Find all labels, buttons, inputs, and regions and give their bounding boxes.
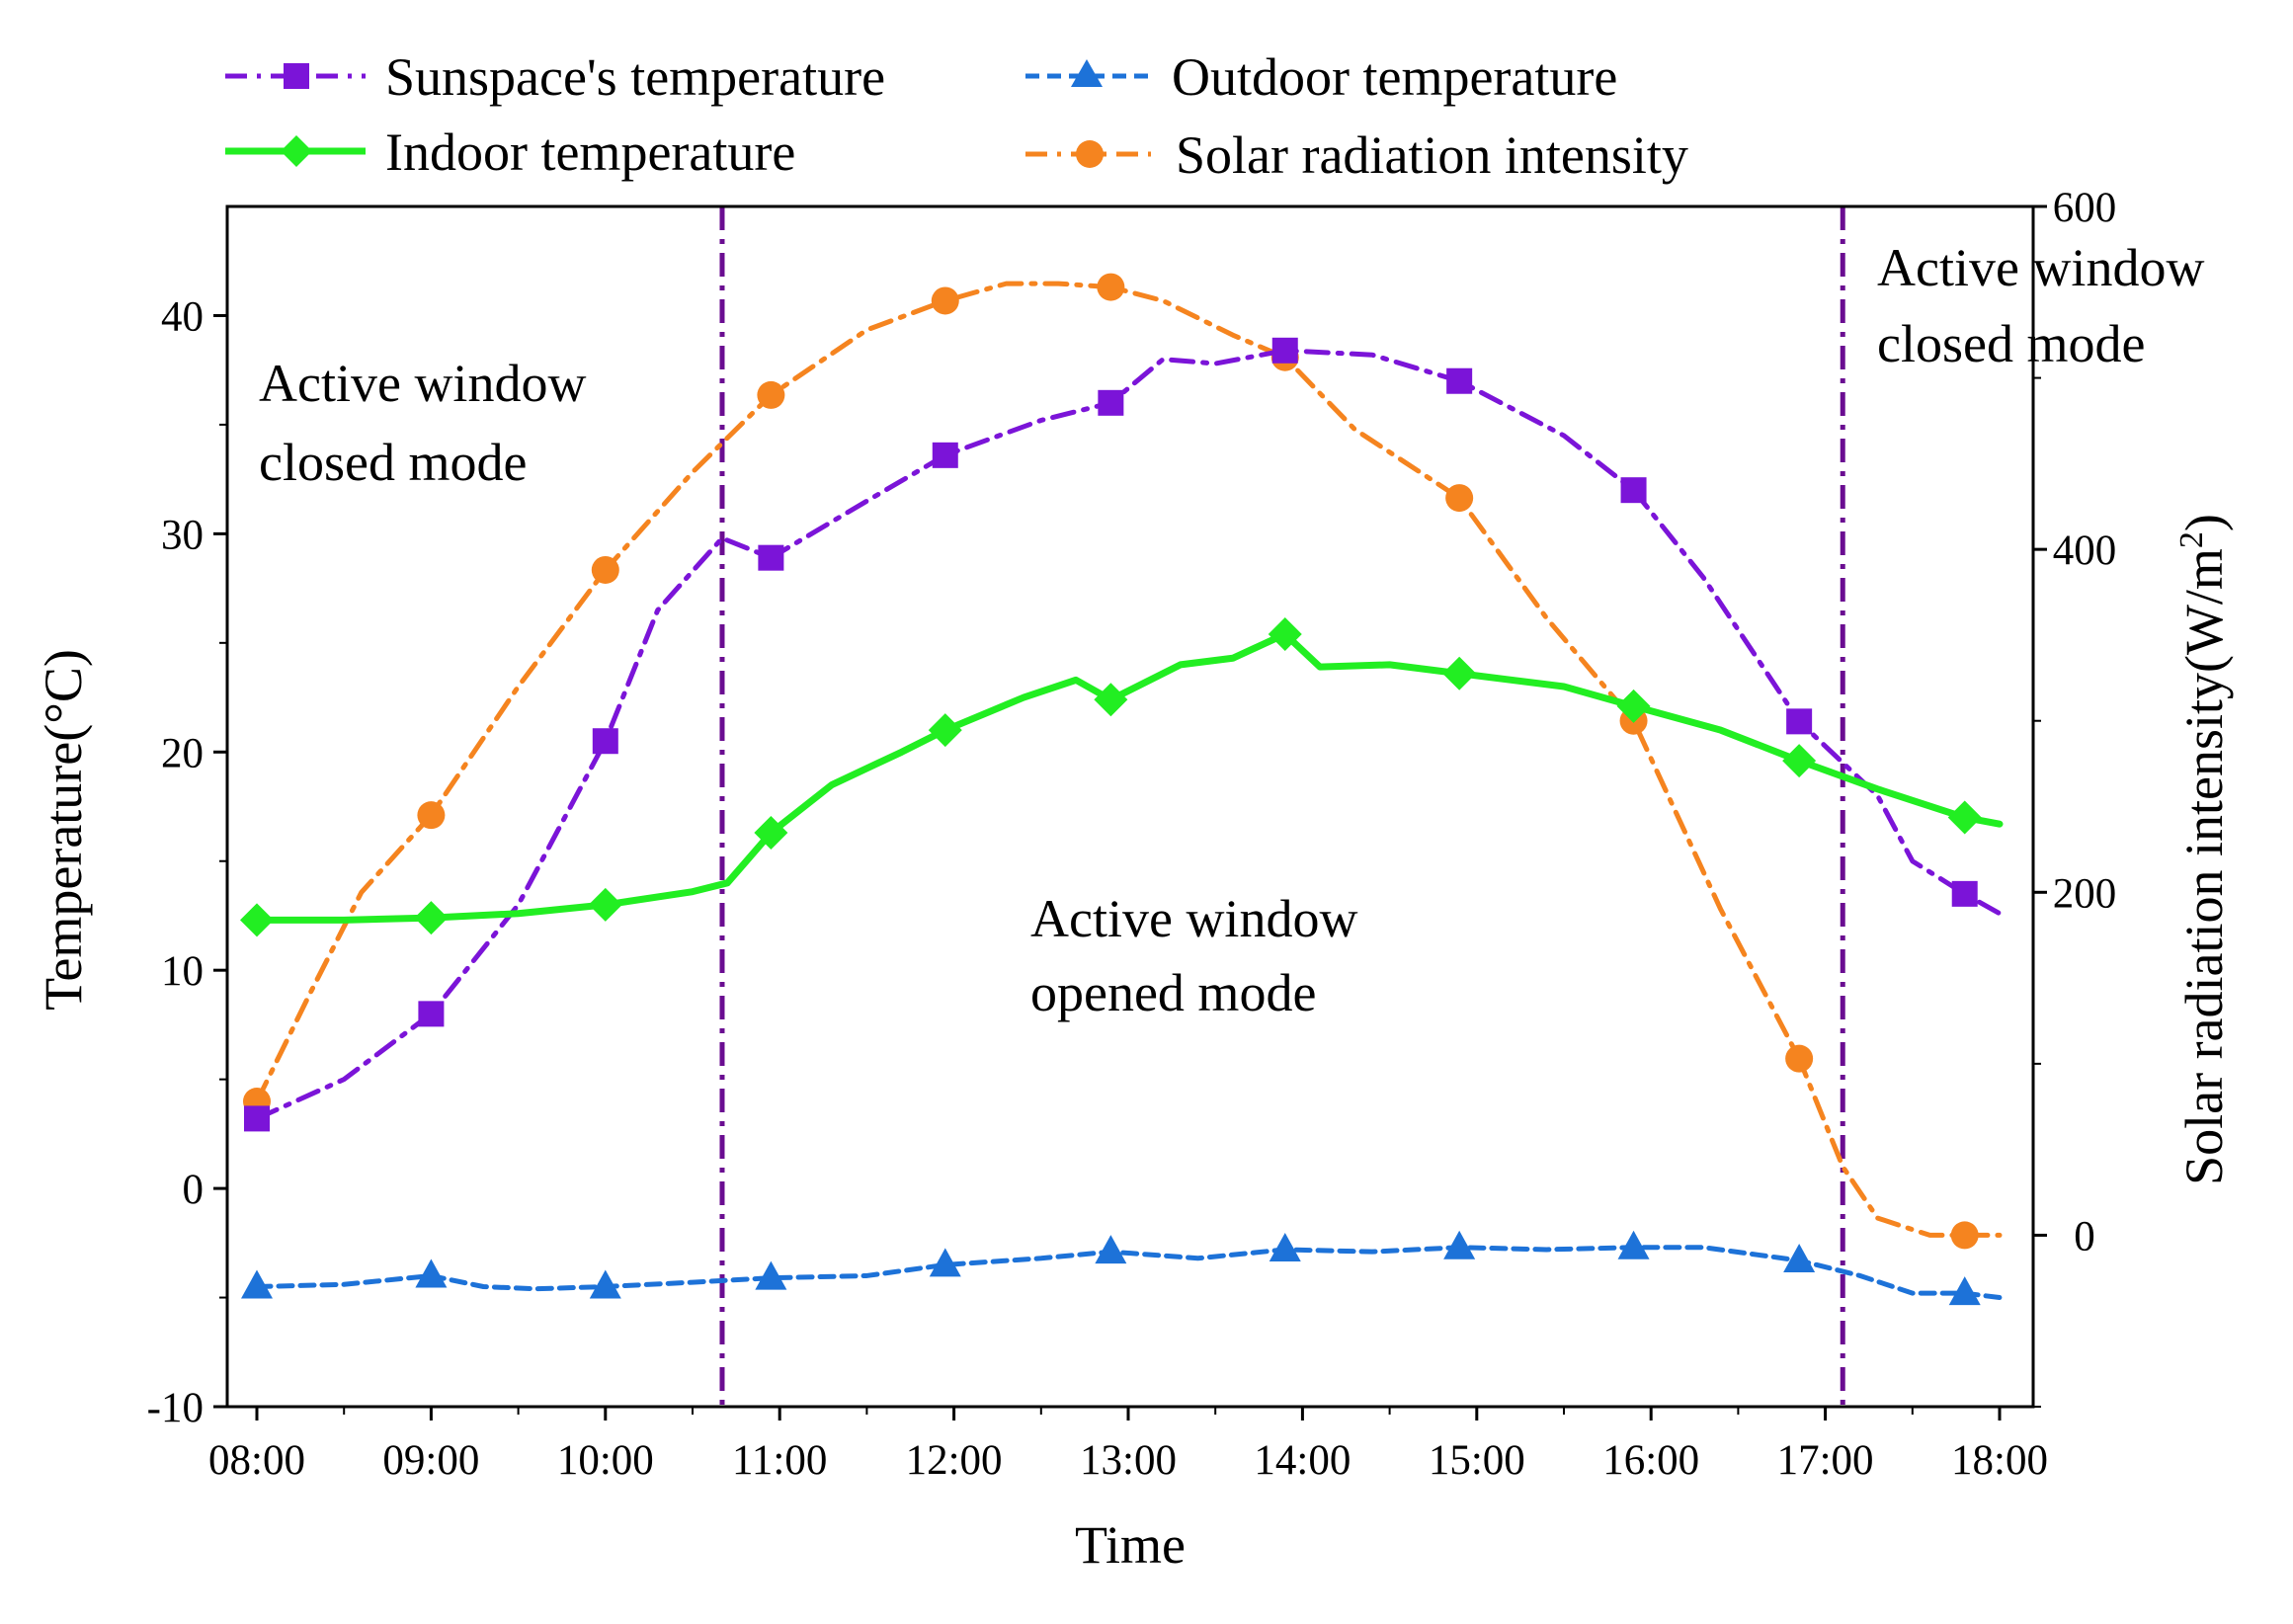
- y2-axis-title: Solar radiation intensity(W/m2): [2173, 514, 2234, 1185]
- legend-entry-indoor: Indoor temperature: [225, 122, 795, 182]
- data-point-sunspace-s-temperature: [1786, 708, 1813, 735]
- data-point-indoor-temperature: [588, 887, 622, 922]
- data-point-indoor-temperature: [754, 816, 788, 851]
- data-point-sunspace-s-temperature: [932, 442, 958, 468]
- annotation-closed-left-line1: Active window: [259, 354, 586, 413]
- data-point-indoor-temperature: [1442, 656, 1477, 690]
- y-tick-label: 30: [161, 512, 204, 558]
- data-point-solar-radiation-intensity: [417, 801, 446, 830]
- data-point-solar-radiation-intensity: [591, 555, 619, 584]
- legend-label-sunspace: Sunspace's temperature: [385, 47, 885, 107]
- x-tick-label: 08:00: [208, 1437, 305, 1484]
- y2-axis-title-main: Solar radiation intensity(W/m: [2174, 548, 2234, 1185]
- y-tick-label: 40: [161, 293, 204, 340]
- y2-axis-title-sup: 2: [2173, 531, 2210, 548]
- series-layer: [240, 273, 2004, 1306]
- legend-swatch-outdoor-marker: [1071, 59, 1103, 87]
- data-point-outdoor-temperature: [755, 1260, 787, 1290]
- mode-lines: [719, 206, 1845, 1407]
- data-point-solar-radiation-intensity: [1785, 1044, 1814, 1073]
- plot-frame: [225, 204, 2035, 1409]
- data-point-outdoor-temperature: [1269, 1232, 1301, 1261]
- legend-entry-sunspace: Sunspace's temperature: [225, 47, 885, 107]
- x-tick-label: 12:00: [906, 1437, 1003, 1484]
- data-point-indoor-temperature: [1094, 683, 1128, 717]
- legend-entry-solar: Solar radiation intensity: [1025, 125, 1688, 185]
- x-tick-label: 14:00: [1254, 1437, 1351, 1484]
- x-axis-title: Time: [1075, 1515, 1186, 1575]
- annotation-closed-left-line2: closed mode: [259, 433, 527, 492]
- x-tick-label: 18:00: [1951, 1437, 2048, 1484]
- legend-label-indoor: Indoor temperature: [385, 122, 795, 182]
- annotation-opened-line1: Active window: [1030, 889, 1357, 948]
- data-point-solar-radiation-intensity: [931, 286, 959, 315]
- x-tick-label: 13:00: [1080, 1437, 1177, 1484]
- data-point-solar-radiation-intensity: [1097, 273, 1125, 301]
- data-point-indoor-temperature: [1616, 689, 1651, 723]
- y2-tick-label: 400: [2053, 528, 2117, 574]
- data-point-sunspace-s-temperature: [1271, 337, 1298, 364]
- legend-swatch-solar-marker: [1076, 140, 1104, 168]
- x-tick-label: 15:00: [1429, 1437, 1525, 1484]
- data-point-sunspace-s-temperature: [244, 1105, 270, 1132]
- data-point-outdoor-temperature: [1443, 1230, 1476, 1259]
- annotation-closed-right-line1: Active window: [1877, 238, 2204, 297]
- data-point-indoor-temperature: [928, 713, 962, 748]
- plot-border: [225, 204, 2035, 1409]
- y-axis-title: Temperature(°C): [34, 649, 93, 1011]
- y2-tick-label: 600: [2053, 185, 2117, 231]
- data-point-sunspace-s-temperature: [1951, 880, 1978, 907]
- x-tick-label: 17:00: [1777, 1437, 1874, 1484]
- legend-label-solar: Solar radiation intensity: [1176, 125, 1688, 185]
- y2-tick-label: 0: [2074, 1213, 2095, 1259]
- annotation-closed-right-line2: closed mode: [1877, 314, 2145, 373]
- axis-ticks: 08:00 09:00 10:00 11:00 12:00 13:00 14:00 15:00…: [147, 185, 2117, 1484]
- x-tick-label: 09:00: [382, 1437, 479, 1484]
- data-point-outdoor-temperature: [589, 1269, 621, 1299]
- y-tick-label: -10: [147, 1385, 204, 1431]
- x-tick-label: 16:00: [1602, 1437, 1699, 1484]
- data-point-outdoor-temperature: [1783, 1243, 1816, 1272]
- data-point-outdoor-temperature: [929, 1248, 961, 1277]
- data-point-sunspace-s-temperature: [1620, 477, 1647, 504]
- annotation-opened-line2: opened mode: [1030, 963, 1316, 1022]
- series-line-outdoor-temperature: [254, 1245, 2003, 1301]
- data-point-sunspace-s-temperature: [1098, 389, 1124, 416]
- series-line-solar-radiation-intensity: [254, 281, 2003, 1238]
- data-point-outdoor-temperature: [1095, 1235, 1127, 1264]
- data-point-sunspace-s-temperature: [418, 1001, 445, 1027]
- mode-annotations: Active window closed mode Active window …: [259, 238, 2204, 1022]
- data-point-sunspace-s-temperature: [758, 544, 784, 571]
- y-tick-label: 20: [161, 730, 204, 776]
- data-point-outdoor-temperature: [1948, 1276, 1981, 1306]
- y2-tick-label: 200: [2053, 870, 2117, 917]
- data-point-sunspace-s-temperature: [1446, 367, 1473, 394]
- x-tick-label: 10:00: [557, 1437, 654, 1484]
- legend-label-outdoor: Outdoor temperature: [1172, 47, 1617, 107]
- y2-axis-title-tail: ): [2174, 514, 2234, 531]
- data-point-sunspace-s-temperature: [592, 728, 618, 755]
- data-point-solar-radiation-intensity: [1445, 484, 1474, 513]
- data-point-outdoor-temperature: [415, 1259, 448, 1288]
- legend: Sunspace's temperature Outdoor temperatu…: [225, 47, 1688, 185]
- data-point-indoor-temperature: [1947, 800, 1982, 835]
- data-point-indoor-temperature: [1268, 616, 1302, 651]
- data-point-outdoor-temperature: [1617, 1230, 1650, 1259]
- x-tick-label: 11:00: [732, 1437, 827, 1484]
- data-point-indoor-temperature: [414, 901, 449, 935]
- data-point-outdoor-temperature: [241, 1269, 273, 1299]
- series-line-indoor-temperature: [253, 630, 2004, 924]
- data-point-indoor-temperature: [240, 903, 274, 937]
- legend-swatch-indoor-marker: [281, 135, 312, 167]
- legend-entry-outdoor: Outdoor temperature: [1025, 47, 1617, 107]
- y-tick-label: 10: [161, 948, 204, 995]
- data-point-solar-radiation-intensity: [757, 380, 785, 409]
- y-tick-label: 0: [183, 1167, 205, 1213]
- data-point-solar-radiation-intensity: [1950, 1221, 1979, 1250]
- legend-swatch-sunspace-marker: [284, 63, 309, 89]
- data-point-indoor-temperature: [1782, 744, 1817, 778]
